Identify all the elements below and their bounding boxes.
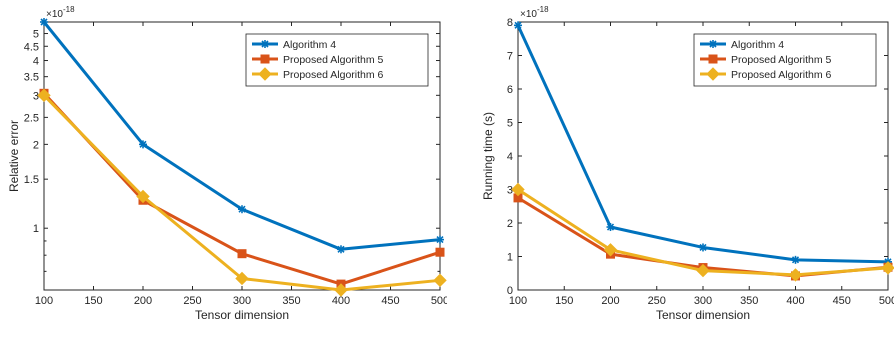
- x-tick-label: 500: [431, 295, 447, 307]
- y-tick-label: 4: [33, 56, 39, 68]
- legend-label: Proposed Algorithm 6: [731, 69, 832, 81]
- y-tick-label: 5: [507, 118, 513, 130]
- y-exponent-base: ×10: [46, 9, 63, 20]
- y-tick-label: 1: [507, 252, 513, 264]
- x-axis-label: Tensor dimension: [656, 308, 750, 322]
- data-point-stroke: [139, 140, 147, 148]
- data-point: [40, 18, 48, 26]
- x-axis-label: Tensor dimension: [195, 308, 289, 322]
- data-point-stroke: [238, 205, 246, 213]
- y-tick-label: 2.5: [24, 112, 39, 124]
- data-point: [435, 247, 445, 257]
- legend-marker: [260, 54, 270, 64]
- y-exponent-base: ×10: [520, 9, 537, 20]
- series-3: [37, 88, 447, 297]
- legend-marker: [706, 67, 720, 81]
- x-tick-label: 150: [555, 295, 573, 307]
- y-tick-label: 2: [33, 139, 39, 151]
- data-point: [238, 205, 246, 214]
- data-point-stroke: [606, 223, 615, 231]
- data-point: [699, 243, 707, 252]
- y-exponent-power: -18: [537, 5, 549, 14]
- data-point: [433, 273, 447, 288]
- x-tick-label: 100: [35, 295, 53, 307]
- legend-marker: [709, 40, 717, 48]
- y-tick-label: 3: [33, 90, 39, 102]
- legend: Algorithm 4 Proposed Algorithm 5 Proposed …: [245, 33, 429, 87]
- x-tick-label: 100: [509, 295, 527, 307]
- y-tick-label: 1: [33, 223, 39, 235]
- data-point: [136, 189, 150, 204]
- data-point: [436, 235, 444, 244]
- running-time-chart: 100 150 200 250 300 350 400 450 500 0 1 2 3 4 5 6 7 8 ×10-…: [481, 5, 894, 322]
- legend-marker: [258, 67, 272, 81]
- data-point: [791, 255, 800, 264]
- data-point-stroke: [337, 245, 345, 253]
- y-tick-label: 0: [507, 285, 513, 297]
- data-point: [337, 245, 345, 254]
- data-point: [511, 182, 525, 197]
- y-tick-label: 3: [507, 185, 513, 197]
- y-tick-label: 6: [507, 84, 513, 96]
- y-exponent-label: ×10-18: [520, 5, 549, 20]
- legend-label: Proposed Algorithm 5: [731, 54, 832, 66]
- data-point: [606, 223, 615, 232]
- y-tick-label: 4.5: [24, 41, 39, 53]
- legend-label: Algorithm 4: [283, 39, 336, 51]
- x-tick-label: 450: [833, 295, 851, 307]
- data-point: [514, 21, 522, 30]
- data-point: [37, 88, 51, 103]
- data-point: [603, 243, 618, 257]
- legend-marker: [708, 54, 718, 64]
- x-tick-label: 350: [740, 295, 758, 307]
- x-tick-label: 250: [648, 295, 666, 307]
- data-point: [235, 271, 249, 286]
- x-tick-label: 300: [233, 295, 251, 307]
- legend-marker-stroke: [261, 40, 269, 48]
- x-tick-label: 150: [84, 295, 102, 307]
- data-point: [788, 268, 803, 282]
- relative-error-chart: 100 150 200 250 300 350 400 450 500 1 1.5 2 2.5 3 3.5 4…: [7, 5, 447, 322]
- data-point-stroke: [791, 256, 800, 264]
- legend-marker-stroke: [709, 40, 717, 48]
- data-point: [237, 249, 247, 259]
- y-exponent-label: ×10-18: [46, 5, 75, 20]
- data-point: [696, 263, 710, 278]
- y-tick-label: 7: [507, 51, 513, 63]
- x-tick-label: 400: [786, 295, 804, 307]
- y-tick-label: 4: [507, 151, 513, 163]
- y-tick-label: 1.5: [24, 174, 39, 186]
- legend: Algorithm 4 Proposed Algorithm 5 Proposed …: [693, 33, 877, 87]
- data-point: [334, 283, 348, 297]
- y-tick-label: 8: [507, 17, 513, 29]
- x-tick-label: 200: [134, 295, 152, 307]
- x-tick-label: 450: [381, 295, 399, 307]
- y-exponent-power: -18: [63, 5, 75, 14]
- x-tick-label: 200: [601, 295, 619, 307]
- data-point-stroke: [699, 243, 707, 252]
- series-3: [511, 182, 894, 282]
- x-tick-label: 250: [183, 295, 201, 307]
- x-tick-label: 300: [694, 295, 712, 307]
- x-tick-label: 500: [879, 295, 894, 307]
- x-tick-label: 350: [282, 295, 300, 307]
- legend-label: Algorithm 4: [731, 39, 784, 51]
- x-tick-label: 400: [332, 295, 350, 307]
- data-point: [139, 140, 147, 149]
- series-1: [40, 18, 444, 254]
- y-tick-label: 2: [507, 218, 513, 230]
- y-tick-label: 3.5: [24, 72, 39, 84]
- legend-label: Proposed Algorithm 6: [283, 69, 384, 81]
- data-point: [881, 261, 894, 275]
- data-point-stroke: [514, 21, 522, 29]
- y-axis-label: Running time (s): [481, 112, 495, 200]
- y-tick-label: 5: [33, 29, 39, 41]
- legend-label: Proposed Algorithm 5: [283, 54, 384, 66]
- legend-marker: [261, 40, 269, 48]
- y-axis-label: Relative error: [7, 120, 21, 192]
- data-point-stroke: [40, 18, 48, 26]
- data-point-stroke: [436, 236, 444, 244]
